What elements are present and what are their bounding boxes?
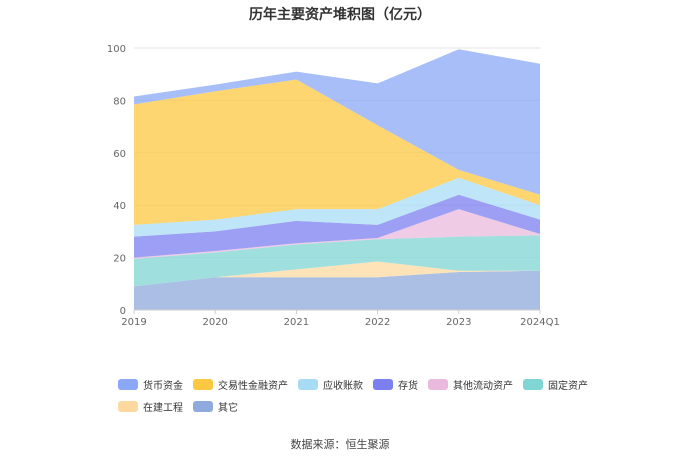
x-tick-label: 2020: [202, 317, 227, 328]
legend-label: 交易性金融资产: [218, 380, 288, 392]
area-series: [134, 49, 540, 310]
legend-item[interactable]: 固定资产: [523, 377, 588, 392]
legend-item[interactable]: 其他流动资产: [428, 377, 513, 392]
x-tick-label: 2023: [446, 317, 471, 328]
legend-item[interactable]: 交易性金融资产: [193, 377, 288, 392]
x-tick-label: 2022: [365, 317, 390, 328]
legend-item[interactable]: 应收账款: [298, 377, 363, 392]
legend-swatch: [523, 378, 543, 390]
legend-item[interactable]: 货币资金: [118, 377, 183, 392]
legend-swatch: [118, 400, 138, 412]
legend-label: 应收账款: [323, 380, 363, 392]
legend-item[interactable]: 在建工程: [118, 399, 183, 414]
chart-title: 历年主要资产堆积图（亿元）: [249, 7, 431, 23]
legend-item[interactable]: 其它: [193, 399, 238, 414]
legend-swatch: [118, 378, 138, 390]
area-series-6: [134, 79, 540, 225]
legend-swatch: [428, 378, 448, 390]
area-series-1: [134, 261, 540, 287]
y-tick-label: 100: [107, 44, 126, 55]
legend-swatch: [373, 378, 393, 390]
x-tick-label: 2019: [121, 317, 146, 328]
y-tick-label: 60: [113, 149, 126, 160]
legend-label: 其它: [218, 402, 238, 414]
legend-label: 其他流动资产: [453, 380, 513, 392]
area-series-0: [134, 270, 540, 310]
area-series-4: [134, 194, 540, 258]
legend-label: 货币资金: [143, 380, 183, 392]
x-tick-label: 2024Q1: [520, 317, 560, 328]
stacked-area-chart: 0 20 40 60 80 100 2019 2020 2021 2022 2023 2024Q1: [107, 44, 560, 328]
legend: 货币资金 交易性金融资产 应收账款 存货 其他流动资产 固定资产在建工程 其它: [118, 377, 588, 414]
legend-label: 在建工程: [143, 402, 183, 414]
area-series-5: [134, 177, 540, 237]
legend-swatch: [298, 378, 318, 390]
data-source: 数据来源：恒生聚源: [290, 438, 390, 451]
legend-label: 固定资产: [548, 380, 588, 392]
area-series-7: [134, 49, 540, 195]
y-tick-label: 0: [120, 306, 126, 317]
legend-item[interactable]: 存货: [373, 377, 418, 392]
x-tick-label: 2021: [284, 317, 309, 328]
axes: 0 20 40 60 80 100 2019 2020 2021 2022 2023 2024Q1: [107, 44, 560, 328]
legend-swatch: [193, 400, 213, 412]
y-tick-label: 20: [113, 254, 126, 265]
area-series-3: [134, 209, 540, 259]
y-tick-label: 80: [113, 96, 126, 107]
y-tick-label: 40: [113, 201, 126, 212]
area-series-2: [134, 235, 540, 287]
legend-label: 存货: [398, 380, 418, 392]
legend-swatch: [193, 378, 213, 390]
